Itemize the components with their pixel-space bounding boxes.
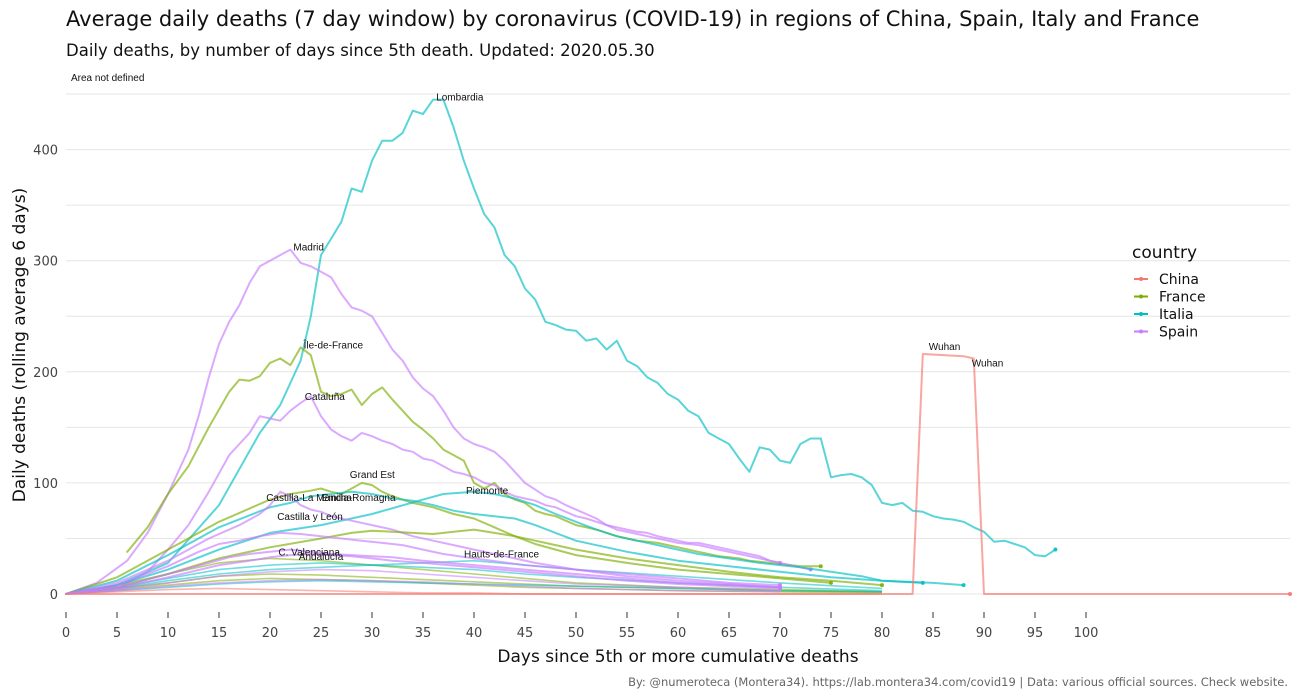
- x-tick-label: 30: [364, 626, 381, 641]
- x-tick-label: 20: [262, 626, 279, 641]
- x-tick-label: 65: [721, 626, 738, 641]
- chart-subtitle: Daily deaths, by number of days since 5t…: [66, 41, 655, 60]
- region-label: Wuhan: [972, 358, 1004, 369]
- background-series-line: [65, 579, 883, 595]
- legend-key-point: [1139, 329, 1143, 334]
- region-label: Lombardia: [436, 93, 484, 104]
- series-endpoint: [880, 583, 884, 588]
- x-tick-label: 55: [619, 626, 636, 641]
- x-tick-label: 60: [670, 626, 687, 641]
- background-series-line: [65, 568, 781, 595]
- region-label: Andalucía: [299, 552, 344, 563]
- series-line-madrid: [65, 248, 781, 595]
- series-endpoint: [1288, 592, 1292, 596]
- region-label: Île-de-France: [303, 338, 364, 351]
- series-endpoint: [1053, 547, 1058, 552]
- series-line-wuhan: [65, 353, 1291, 595]
- x-tick-label: 80: [874, 626, 891, 641]
- y-axis-ticks: 0 100 200 300 400: [33, 144, 58, 603]
- series-line-castilla-y-le-n: [65, 531, 781, 595]
- x-tick-label: 35: [415, 626, 432, 641]
- legend-title: country: [1132, 243, 1197, 263]
- x-axis-ticks: 0 5 10 15 20 25 30 35 40 45 50 55 60 65 70 75 80 85 90 95 10…: [62, 612, 1099, 641]
- series-line-andaluc-a: [65, 553, 781, 595]
- region-label: Grand Est: [350, 470, 395, 481]
- region-label: Wuhan: [929, 342, 961, 353]
- x-tick-label: 100: [1074, 626, 1099, 641]
- legend-label: France: [1159, 290, 1206, 306]
- series-line-emilia-romagna: [65, 490, 965, 595]
- y-tick-label: 100: [33, 477, 58, 492]
- legend-label: Italia: [1159, 307, 1194, 323]
- series-endpoint: [818, 564, 823, 569]
- region-label: Cataluña: [305, 392, 345, 403]
- y-tick-label: 300: [33, 255, 58, 270]
- region-label: Castilla y León: [277, 512, 343, 523]
- series-line-catalu-a: [116, 395, 812, 590]
- y-tick-label: 400: [33, 144, 58, 159]
- legend-key-point: [1139, 312, 1143, 316]
- legend-key-point: [1139, 277, 1143, 281]
- x-tick-label: 5: [113, 626, 121, 641]
- region-label: Castilla-La Mancha: [266, 493, 352, 504]
- x-tick-label: 10: [160, 626, 177, 641]
- x-tick-label: 40: [466, 626, 483, 641]
- x-axis-title: Days since 5th or more cumulative deaths: [497, 647, 858, 667]
- y-axis-title: Daily deaths (rolling average 6 days): [10, 188, 30, 503]
- x-tick-label: 70: [772, 626, 789, 641]
- background-series-line: [65, 559, 883, 595]
- region-label: C. Valenciana: [278, 548, 340, 559]
- series-lines: [65, 98, 1292, 596]
- y-tick-label: 200: [33, 366, 58, 381]
- series-line-piemonte: [65, 490, 924, 595]
- region-label: Piemonte: [466, 486, 509, 497]
- chart-caption: By: @numeroteca (Montera34). https://lab…: [628, 675, 1288, 689]
- x-tick-label: 95: [1027, 626, 1044, 641]
- legend-label: China: [1159, 272, 1199, 288]
- series-line--le-de-france: [126, 346, 822, 568]
- x-tick-label: 50: [568, 626, 585, 641]
- legend-key-point: [1139, 294, 1143, 299]
- series-endpoint: [778, 586, 782, 591]
- x-tick-label: 90: [976, 626, 993, 641]
- region-label: Emilia-Romagna: [322, 493, 396, 504]
- series-line-castilla-la-mancha: [65, 490, 781, 595]
- series-line-grand-est: [65, 481, 832, 595]
- x-tick-label: 75: [823, 626, 840, 641]
- series-endpoint: [961, 583, 966, 588]
- chart-title: Average daily deaths (7 day window) by c…: [66, 7, 1199, 31]
- x-tick-label: 15: [211, 626, 228, 641]
- series-line-hauts-de-france: [65, 528, 883, 595]
- region-label: Madrid: [293, 243, 324, 254]
- region-label: Hauts-de-France: [464, 550, 539, 561]
- x-tick-label: 0: [62, 626, 70, 641]
- region-labels: Lombardia Madrid Île-de-France Cataluña Gran…: [266, 93, 1003, 563]
- series-line-lombardia: [65, 98, 1057, 595]
- series-endpoint: [829, 580, 833, 585]
- x-tick-label: 85: [925, 626, 942, 641]
- x-tick-label: 45: [517, 626, 534, 641]
- area-note: Area not defined: [71, 73, 144, 84]
- y-tick-label: 0: [50, 588, 58, 603]
- x-tick-label: 25: [313, 626, 330, 641]
- legend-label: Spain: [1159, 325, 1198, 341]
- series-endpoint: [920, 580, 925, 585]
- series-line-c-valenciana: [65, 548, 781, 595]
- background-series-line: [65, 578, 781, 595]
